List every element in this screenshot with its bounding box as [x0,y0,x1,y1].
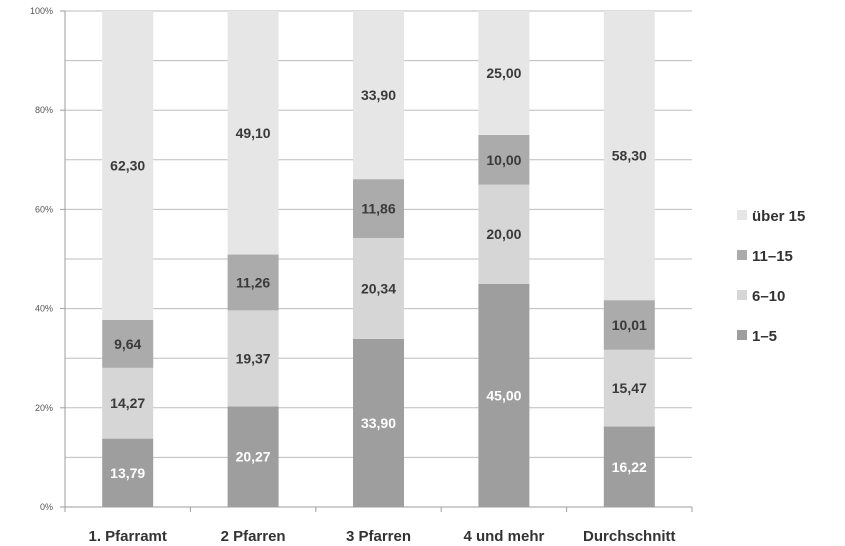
bar-segment [227,310,279,407]
bar-segment [603,300,655,350]
legend-label: 6–10 [752,288,785,305]
data-label: 49,10 [236,125,271,141]
y-tick-label: 20% [35,403,53,413]
legend-label: 11–15 [752,248,793,265]
x-tick-label: 2 Pfarren [221,528,286,545]
y-tick-label: 80% [35,105,53,115]
bar-segment [603,349,655,427]
bar-segment [102,438,154,507]
bar-segment [227,11,279,255]
data-label: 20,00 [486,226,521,242]
data-label: 15,47 [612,380,647,396]
data-label: 10,00 [486,152,521,168]
data-label: 19,37 [236,350,271,366]
bar-segment [478,184,530,284]
x-tick-label: Durchschnitt [583,528,676,545]
bar-segment [478,135,530,185]
y-tick-label: 60% [35,204,53,214]
bar-segment [227,254,279,311]
y-tick-label: 0% [40,502,53,512]
x-tick-label: 3 Pfarren [346,528,411,545]
bar-segment [353,338,404,507]
data-label: 25,00 [486,65,521,81]
x-tick-label: 4 und mehr [463,528,544,545]
bar-segment [353,179,404,238]
legend-swatch [737,290,747,300]
bar-segment [102,367,154,439]
data-label: 33,90 [361,87,396,103]
bar-segment [478,11,530,135]
y-axis: 0% 20% 40% 60% 80% 100% [30,6,66,512]
bar-segment [353,237,404,339]
bar-segment [102,320,154,368]
data-label: 10,01 [612,317,647,333]
bar-segment [478,283,530,507]
x-axis: 1. Pfarramt 2 Pfarren 3 Pfarren 4 und mehr D… [64,506,693,545]
data-label: 20,34 [361,280,396,296]
data-label: 11,26 [236,274,270,290]
bar-segment [603,426,655,507]
bar-segment [353,11,404,180]
data-label: 45,00 [486,387,521,403]
bar-segment [227,406,279,507]
y-tick-label: 40% [35,304,53,314]
data-label: 11,86 [361,201,395,217]
data-label: 20,27 [236,449,271,465]
data-label: 13,79 [110,465,145,481]
data-label: 33,90 [361,415,396,431]
data-label: 14,27 [110,395,145,411]
legend-label: 1–5 [752,328,777,345]
bars: 13,79 14,27 9,64 62,30 20,27 19,37 11,26 49,10 3… [102,11,655,507]
legend: über 15 11–15 6–10 1–5 [737,208,805,345]
x-tick-label: 1. Pfarramt [89,528,167,545]
data-label: 62,30 [110,158,145,174]
legend-label: über 15 [752,208,805,225]
data-label: 9,64 [114,336,141,352]
legend-swatch [737,210,747,220]
legend-swatch [737,330,747,340]
legend-swatch [737,250,747,260]
bar-segment [102,11,154,321]
data-label: 58,30 [612,148,647,164]
data-label: 16,22 [612,459,647,475]
bar-segment [603,11,655,301]
y-tick-label: 100% [30,6,53,16]
